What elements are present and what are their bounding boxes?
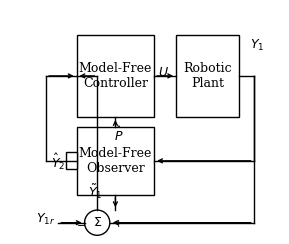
Text: Model-Free
Observer: Model-Free Observer [79, 147, 152, 175]
Text: $-$: $-$ [76, 219, 86, 229]
Text: Robotic
Plant: Robotic Plant [183, 62, 232, 90]
Text: $Y_{1r}$: $Y_{1r}$ [36, 212, 55, 227]
Bar [176, 35, 239, 117]
Circle shape [85, 210, 110, 235]
Bar [66, 152, 77, 169]
Bar [77, 35, 154, 117]
Text: $\hat{Y}_2$: $\hat{Y}_2$ [51, 152, 66, 172]
Text: Model-Free
Controller: Model-Free Controller [79, 62, 152, 90]
Text: $\Sigma$: $\Sigma$ [93, 216, 102, 229]
Bar [77, 127, 154, 195]
Text: $\hat{P}$: $\hat{P}$ [114, 126, 124, 144]
Text: $Y_1$: $Y_1$ [250, 38, 264, 53]
Text: $+$: $+$ [113, 218, 123, 229]
Text: $U$: $U$ [158, 66, 169, 79]
Text: $\tilde{Y}_1$: $\tilde{Y}_1$ [88, 182, 102, 201]
